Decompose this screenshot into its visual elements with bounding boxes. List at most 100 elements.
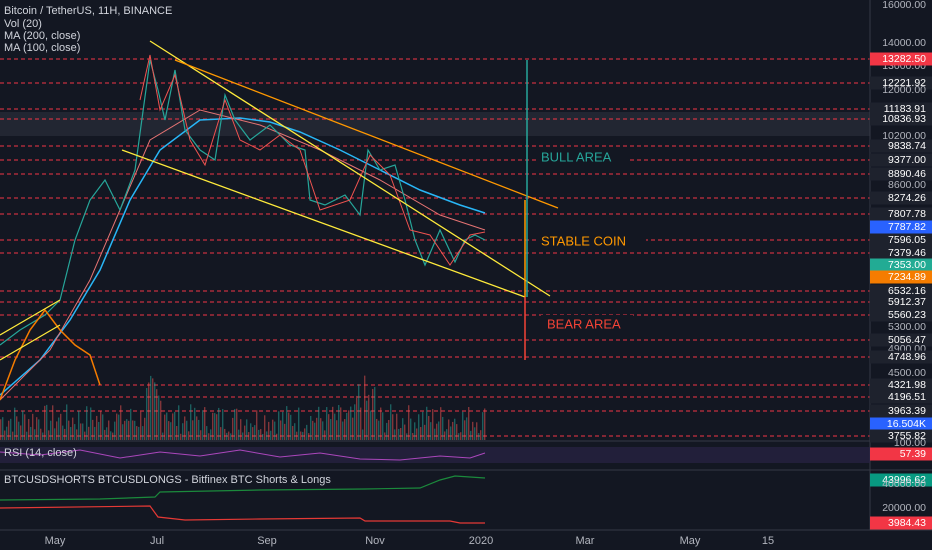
volume-bar: [240, 419, 242, 440]
price-label: 3755.82: [888, 430, 926, 442]
volume-bar: [478, 433, 480, 440]
rsi-line: [0, 449, 486, 461]
volume-bar: [158, 395, 160, 440]
price-label: 4321.98: [888, 379, 926, 391]
volume-bar: [116, 413, 118, 440]
price-label: 7787.82: [888, 221, 926, 233]
volume-bar: [26, 431, 28, 440]
volume-bar: [268, 421, 270, 440]
price-badge: [870, 284, 932, 298]
volume-bar: [114, 421, 116, 440]
indicator: MA (200, close): [4, 30, 80, 42]
volume-bar: [408, 405, 410, 440]
volume-bar: [122, 424, 124, 440]
volume-bar: [52, 405, 54, 440]
price-badge: [870, 207, 932, 221]
volume-bar: [472, 421, 474, 440]
volume-bar: [142, 426, 144, 440]
volume-bar: [354, 404, 356, 440]
volume-bar: [402, 418, 404, 440]
date-label: Jul: [150, 535, 164, 547]
volume-bar: [384, 432, 386, 440]
volume-bar: [396, 413, 398, 440]
volume-bar: [330, 419, 332, 440]
volume-bar: [48, 430, 50, 440]
volume-bar: [288, 412, 290, 440]
volume-bar: [346, 412, 348, 440]
volume-bar: [332, 406, 334, 440]
price-label: 11183.91: [884, 103, 926, 115]
volume-bar: [316, 417, 318, 440]
volume-bar: [334, 413, 336, 440]
volume-bar: [382, 412, 384, 440]
volume-bar: [444, 431, 446, 440]
volume-bar: [124, 420, 126, 440]
volume-bar: [70, 427, 72, 440]
volume-bar: [94, 426, 96, 440]
volume-bar: [150, 375, 152, 440]
price-label: 3984.43: [888, 517, 926, 529]
price-badge: [870, 333, 932, 347]
date-label: Sep: [257, 535, 277, 547]
volume-bar: [252, 427, 254, 440]
volume-bar: [20, 425, 22, 440]
volume-bar: [58, 417, 60, 440]
volume-bar: [194, 407, 196, 440]
volume-bar: [192, 420, 194, 440]
volume-bar: [456, 424, 458, 440]
volume-bar: [298, 407, 300, 440]
volume-bar: [476, 422, 478, 440]
volume-bar: [2, 417, 4, 440]
volume-bar: [106, 427, 108, 440]
price-label: 40000.00: [882, 478, 926, 490]
volume-bar: [238, 429, 240, 440]
annotation: BEAR AREA: [547, 316, 621, 331]
volume-bar: [176, 425, 178, 440]
annotation-box: [541, 315, 633, 335]
trend-line: [149, 40, 551, 297]
price-badge: [870, 139, 932, 153]
price-label: 7234.89: [888, 271, 926, 283]
volume-bar: [394, 429, 396, 440]
volume-bar: [264, 415, 266, 440]
shorts-line: [0, 505, 485, 524]
volume-bar: [246, 419, 248, 440]
price-label: 5560.23: [888, 309, 926, 321]
volume-bar: [372, 388, 374, 440]
volume-bar: [118, 414, 120, 440]
price-badge: [870, 246, 932, 260]
volume-bar: [366, 400, 368, 440]
volume-bar: [434, 428, 436, 440]
volume-bar: [392, 414, 394, 440]
volume-bar: [416, 428, 418, 440]
volume-bar: [0, 419, 2, 440]
annotation: STABLE COIN: [541, 233, 626, 248]
volume-bar: [188, 431, 190, 440]
volume-bar: [174, 411, 176, 440]
volume: [0, 375, 486, 440]
price-badge: [870, 52, 932, 66]
volume-bar: [308, 433, 310, 440]
price-line: [139, 54, 486, 266]
price-label: 12221.92: [882, 77, 926, 89]
price-label: 7353.00: [888, 259, 926, 271]
price-badge: [870, 447, 932, 461]
volume-bar: [236, 408, 238, 440]
volume-bar: [326, 407, 328, 440]
price-badge: [870, 233, 932, 247]
price-label: 5056.47: [888, 334, 926, 346]
volume-bar: [324, 430, 326, 440]
volume-bar: [102, 414, 104, 440]
volume-bar: [342, 421, 344, 440]
volume-bar: [24, 414, 26, 440]
volume-bar: [458, 433, 460, 440]
volume-bar: [224, 428, 226, 440]
volume-bar: [294, 423, 296, 440]
price-label: 16000.00: [882, 0, 926, 11]
volume-bar: [466, 417, 468, 440]
price-label: 16.504K: [887, 418, 926, 430]
volume-bar: [156, 389, 158, 440]
volume-bar: [180, 433, 182, 440]
volume-bar: [108, 420, 110, 440]
volume-bar: [284, 423, 286, 440]
